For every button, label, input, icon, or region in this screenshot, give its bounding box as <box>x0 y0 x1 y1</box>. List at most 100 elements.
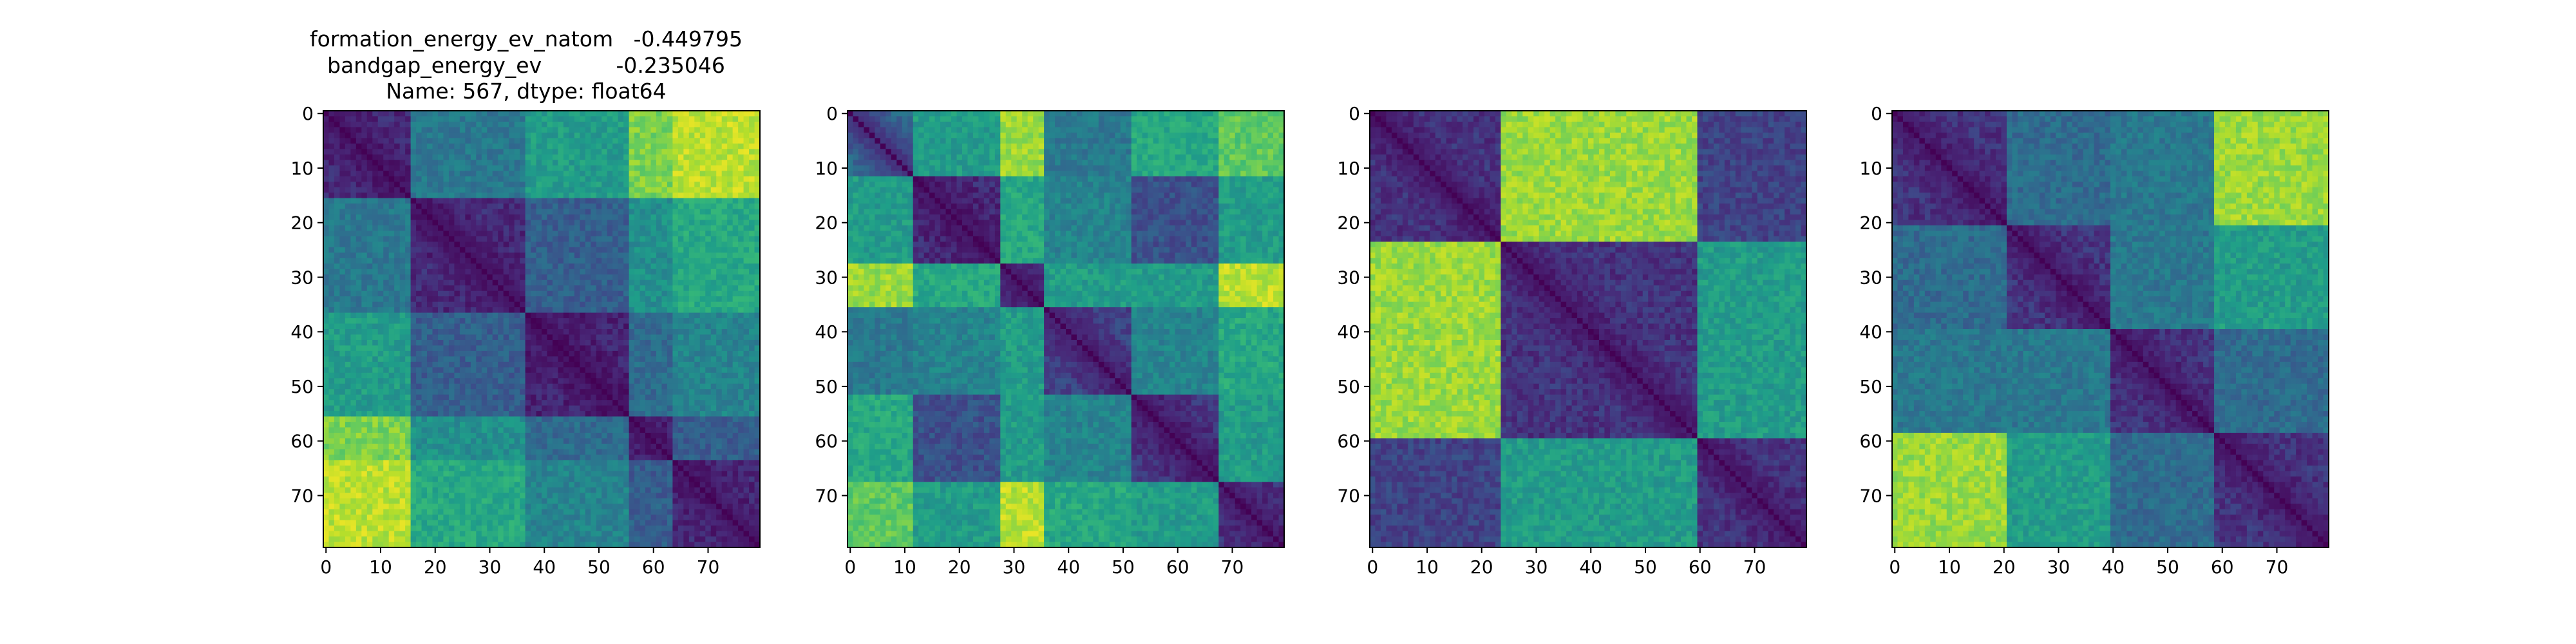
heatmap-cell <box>339 171 345 176</box>
heatmap-cell <box>574 334 580 340</box>
heatmap-cell <box>645 362 651 368</box>
heatmap-cell <box>558 231 564 236</box>
heatmap-cell <box>394 269 400 275</box>
heatmap-cell <box>711 149 717 155</box>
heatmap-cell <box>422 176 428 182</box>
heatmap-cell <box>672 166 678 171</box>
heatmap-cell <box>405 373 411 379</box>
heatmap-cell <box>378 242 384 247</box>
heatmap-cell <box>378 324 384 330</box>
heatmap-cell <box>623 296 629 302</box>
heatmap-cell <box>493 362 498 368</box>
heatmap-cell <box>672 280 678 286</box>
heatmap-cell <box>465 236 471 242</box>
heatmap-cell <box>383 204 389 209</box>
heatmap-cell <box>394 171 400 176</box>
heatmap-cell <box>394 324 400 330</box>
heatmap-cell <box>585 236 591 242</box>
heatmap-cell <box>367 116 373 122</box>
heatmap-cell <box>722 187 728 193</box>
heatmap-cell <box>683 144 689 149</box>
heatmap-cell <box>378 373 384 379</box>
heatmap-cell <box>438 307 444 313</box>
heatmap-cell <box>640 296 646 302</box>
heatmap-cell <box>509 356 515 362</box>
heatmap-cell <box>465 389 471 395</box>
heatmap-cell <box>727 362 733 368</box>
heatmap-cell <box>564 127 569 133</box>
heatmap-cell <box>493 225 498 231</box>
heatmap-cell <box>356 144 362 149</box>
heatmap-cell <box>722 220 728 226</box>
heatmap-cell <box>350 214 356 220</box>
heatmap-cell <box>542 236 547 242</box>
heatmap-cell <box>323 395 329 401</box>
heatmap-cell <box>689 149 695 155</box>
heatmap-cell <box>372 395 378 401</box>
heatmap-cell <box>372 307 378 313</box>
heatmap-cell <box>389 302 395 308</box>
heatmap-cell <box>612 400 618 406</box>
heatmap-cell <box>564 324 569 330</box>
heatmap-cell <box>705 428 711 433</box>
heatmap-cell <box>405 198 411 204</box>
heatmap-cell <box>716 176 722 182</box>
heatmap-cell <box>705 307 711 313</box>
heatmap-cell <box>591 356 596 362</box>
heatmap-cell <box>350 351 356 357</box>
heatmap-cell <box>722 340 728 346</box>
heatmap-cell <box>328 389 334 395</box>
heatmap-cell <box>727 122 733 128</box>
heatmap-cell <box>711 340 717 346</box>
heatmap-cell <box>449 417 455 422</box>
heatmap-cell <box>422 182 428 187</box>
heatmap-cell <box>564 258 569 264</box>
heatmap-cell <box>482 204 488 209</box>
heatmap-cell <box>438 362 444 368</box>
heatmap-cell <box>672 160 678 166</box>
heatmap-cell <box>427 220 433 226</box>
heatmap-cell <box>672 373 678 379</box>
heatmap-cell <box>607 340 613 346</box>
heatmap-cell <box>569 209 574 215</box>
heatmap-cell <box>509 296 515 302</box>
heatmap-cell <box>667 356 673 362</box>
heatmap-cell <box>727 340 733 346</box>
heatmap-cell <box>323 334 329 340</box>
heatmap-cell <box>394 274 400 280</box>
heatmap-cell <box>580 263 585 269</box>
heatmap-cell <box>629 378 635 384</box>
heatmap-cell <box>526 187 531 193</box>
heatmap-cell <box>672 220 678 226</box>
heatmap-cell <box>509 242 515 247</box>
heatmap-cell <box>672 367 678 373</box>
heatmap-cell <box>372 144 378 149</box>
heatmap-cell <box>361 433 367 439</box>
heatmap-cell <box>667 313 673 319</box>
heatmap-cell <box>383 395 389 401</box>
heatmap-cell <box>427 204 433 209</box>
heatmap-cell <box>640 373 646 379</box>
heatmap-cell <box>661 362 667 368</box>
heatmap-cell <box>482 274 488 280</box>
heatmap-cell <box>378 209 384 215</box>
heatmap-cell <box>345 340 351 346</box>
heatmap-cell <box>471 252 477 258</box>
heatmap-cell <box>618 351 624 357</box>
heatmap-cell <box>716 362 722 368</box>
heatmap-cell <box>339 269 345 275</box>
heatmap-cell <box>591 411 596 417</box>
heatmap-cell <box>618 220 624 226</box>
heatmap-cell <box>558 204 564 209</box>
heatmap-cell <box>623 307 629 313</box>
heatmap-cell <box>727 263 733 269</box>
heatmap-cell <box>498 187 504 193</box>
heatmap-cell <box>667 384 673 390</box>
heatmap-cell <box>640 171 646 176</box>
heatmap-cell <box>542 307 547 313</box>
heatmap-cell <box>449 166 455 171</box>
heatmap-cell <box>738 269 744 275</box>
heatmap-cell <box>526 417 531 422</box>
heatmap-cell <box>744 373 750 379</box>
heatmap-cell <box>345 406 351 412</box>
